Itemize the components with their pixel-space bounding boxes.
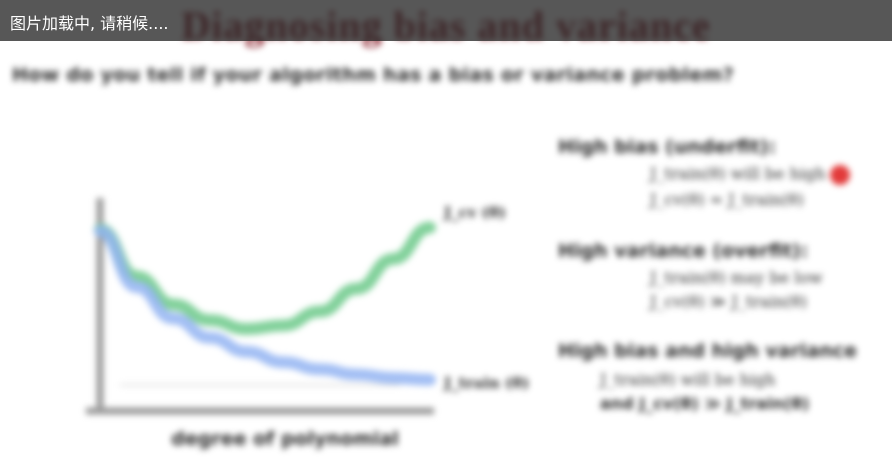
series-line-0 — [94, 221, 436, 335]
variance-formula-2: J_cv(θ) ≫ J_train(θ) — [650, 292, 808, 311]
x-axis-label: degree of polynomial — [171, 428, 399, 450]
chart-svg: J_cv (θ) J_train (θ) degree of polynomial — [86, 198, 529, 450]
series-label-1: J_train (θ) — [442, 374, 529, 392]
slide-question: How do you tell if your algorithm has a … — [12, 64, 734, 86]
series-label-0: J_cv (θ) — [442, 204, 506, 222]
series-line-1 — [94, 225, 436, 386]
loading-banner-text: 图片加载中, 请稍候.... — [10, 14, 169, 33]
loading-banner: 图片加载中, 请稍候.... — [0, 0, 892, 41]
both-formula: J_train(θ) will be high — [600, 370, 776, 389]
bias-formula-2: J_cv(θ) ≈ J_train(θ) — [650, 190, 804, 209]
laser-pointer-dot — [830, 165, 850, 185]
bias-variance-chart: J_cv (θ) J_train (θ) degree of polynomial — [60, 180, 540, 460]
variance-formula: J_train(θ) may be low — [650, 268, 823, 287]
bias-heading: High bias (underfit): — [558, 136, 777, 158]
both-note: and J_cv(θ) ≫ J_train(θ) — [600, 394, 810, 413]
variance-heading: High variance (overfit): — [558, 240, 809, 262]
both-heading: High bias and high variance — [558, 340, 857, 362]
bias-formula: J_train(θ) will be high — [650, 164, 826, 183]
